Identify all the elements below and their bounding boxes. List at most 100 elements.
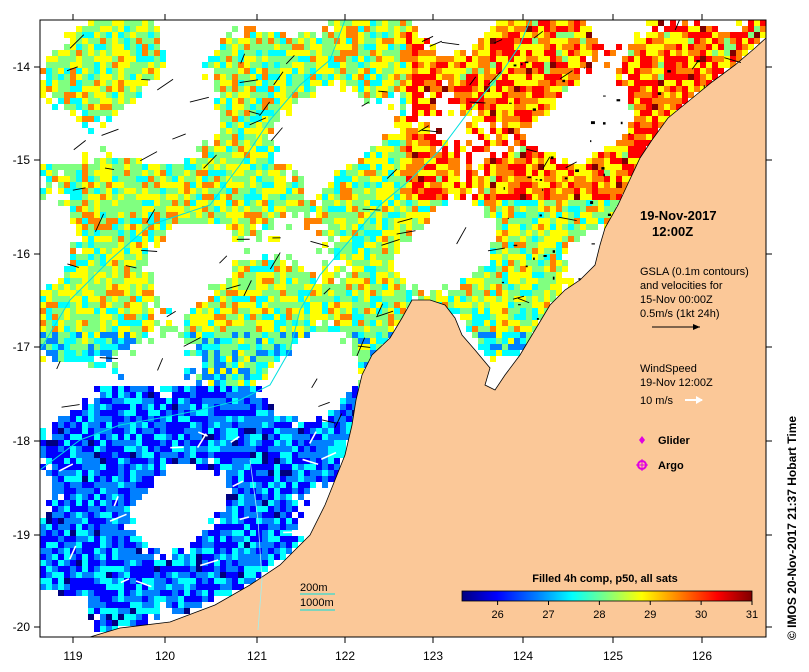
- sst-pixel: [238, 134, 244, 140]
- sst-pixel: [394, 230, 400, 236]
- sst-pixel: [394, 26, 400, 32]
- sst-pixel: [148, 284, 154, 290]
- sst-pixel: [670, 62, 676, 68]
- sst-pixel: [532, 248, 538, 254]
- sst-pixel: [346, 296, 352, 302]
- sst-pixel: [76, 170, 82, 176]
- sst-pixel: [148, 50, 154, 56]
- sst-pixel: [436, 200, 442, 206]
- sst-pixel: [130, 74, 136, 80]
- sst-pixel: [400, 134, 406, 140]
- sst-pixel: [754, 20, 760, 26]
- sst-pixel: [322, 188, 328, 194]
- sst-pixel: [502, 218, 508, 224]
- sst-pixel: [124, 518, 130, 524]
- sst-pixel: [262, 56, 268, 62]
- sst-pixel: [136, 404, 142, 410]
- sst-pixel: [526, 170, 532, 176]
- sst-pixel: [580, 164, 586, 170]
- sst-pixel: [352, 26, 358, 32]
- sst-pixel: [466, 140, 472, 146]
- sst-pixel: [88, 182, 94, 188]
- sst-pixel: [94, 518, 100, 524]
- sst-pixel: [610, 152, 616, 158]
- sst-pixel: [688, 56, 694, 62]
- sst-pixel: [286, 458, 292, 464]
- sst-pixel: [238, 380, 244, 386]
- sst-pixel: [82, 182, 88, 188]
- sst-pixel: [250, 188, 256, 194]
- sst-pixel: [136, 278, 142, 284]
- sst-pixel: [682, 98, 688, 104]
- sst-pixel: [124, 422, 130, 428]
- sst-pixel: [130, 302, 136, 308]
- sst-pixel: [232, 152, 238, 158]
- sst-pixel: [514, 32, 520, 38]
- sst-pixel: [544, 104, 550, 110]
- sst-pixel: [292, 452, 298, 458]
- sst-pixel: [64, 320, 70, 326]
- sst-pixel: [184, 368, 190, 374]
- sst-pixel: [58, 356, 64, 362]
- sst-pixel: [304, 470, 310, 476]
- sst-pixel: [118, 392, 124, 398]
- sst-pixel: [82, 194, 88, 200]
- sst-pixel: [718, 68, 724, 74]
- sst-pixel: [400, 26, 406, 32]
- sst-pixel: [640, 140, 646, 146]
- sst-pixel: [658, 98, 664, 104]
- sst-pixel: [64, 536, 70, 542]
- sst-pixel: [502, 332, 508, 338]
- sst-pixel: [574, 236, 580, 242]
- sst-pixel: [238, 230, 244, 236]
- sst-pixel: [256, 104, 262, 110]
- sst-pixel: [154, 302, 160, 308]
- sst-pixel: [352, 320, 358, 326]
- sst-pixel: [298, 206, 304, 212]
- sst-pixel: [502, 272, 508, 278]
- sst-pixel: [382, 38, 388, 44]
- sst-pixel: [202, 416, 208, 422]
- sst-pixel: [94, 50, 100, 56]
- sst-pixel: [148, 410, 154, 416]
- sst-pixel: [142, 230, 148, 236]
- sst-pixel: [298, 326, 304, 332]
- sst-pixel: [82, 176, 88, 182]
- sst-pixel: [526, 224, 532, 230]
- sst-pixel: [532, 206, 538, 212]
- sst-pixel: [226, 326, 232, 332]
- sst-pixel: [262, 332, 268, 338]
- sst-pixel: [286, 350, 292, 356]
- sst-pixel: [544, 74, 550, 80]
- sst-pixel: [142, 206, 148, 212]
- sst-pixel: [298, 446, 304, 452]
- sst-pixel: [226, 548, 232, 554]
- sst-pixel: [124, 386, 130, 392]
- sst-pixel: [502, 152, 508, 158]
- sst-pixel: [256, 152, 262, 158]
- sst-pixel: [124, 308, 130, 314]
- sst-pixel: [46, 80, 52, 86]
- sst-pixel: [106, 62, 112, 68]
- sst-pixel: [286, 296, 292, 302]
- sst-pixel: [352, 56, 358, 62]
- sst-pixel: [634, 98, 640, 104]
- sst-pixel: [208, 398, 214, 404]
- sst-pixel: [376, 20, 382, 26]
- sst-pixel: [190, 176, 196, 182]
- sst-pixel: [430, 134, 436, 140]
- sst-pixel: [688, 44, 694, 50]
- sst-pixel: [124, 338, 130, 344]
- sst-pixel: [82, 476, 88, 482]
- sst-pixel: [652, 86, 658, 92]
- sst-pixel: [148, 32, 154, 38]
- sst-pixel: [94, 494, 100, 500]
- sst-pixel: [334, 290, 340, 296]
- sst-pixel: [106, 38, 112, 44]
- sst-pixel: [160, 560, 166, 566]
- sst-pixel: [538, 26, 544, 32]
- sst-pixel: [490, 356, 496, 362]
- sst-pixel: [658, 20, 664, 26]
- sst-pixel: [556, 80, 562, 86]
- sst-pixel: [364, 176, 370, 182]
